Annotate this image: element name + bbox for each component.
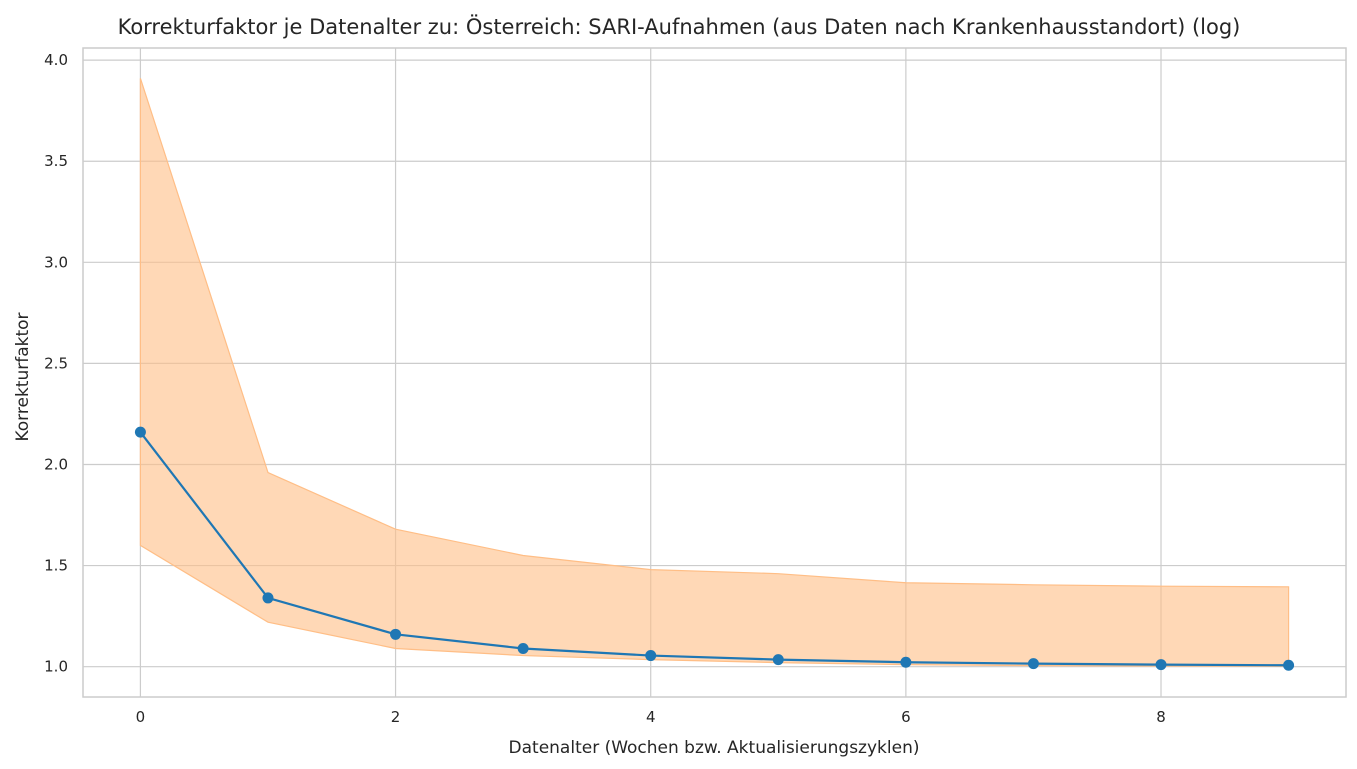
data-point [134, 426, 146, 438]
data-points [134, 426, 1295, 671]
chart-title: Korrekturfaktor je Datenalter zu: Österr… [118, 14, 1241, 39]
x-tick-labels: 0 2 4 6 8 [136, 708, 1166, 726]
y-tick-labels: 1.0 1.5 2.0 2.5 3.0 3.5 4.0 [44, 51, 68, 676]
data-point [390, 628, 402, 640]
x-axis-label: Datenalter (Wochen bzw. Aktualisierungsz… [509, 738, 920, 758]
x-tick-label: 8 [1156, 708, 1166, 726]
data-point [1283, 659, 1295, 671]
y-axis-label: Korrekturfaktor [13, 312, 33, 441]
x-tick-label: 2 [391, 708, 401, 726]
data-point [772, 654, 784, 666]
data-point [1155, 659, 1167, 671]
x-tick-label: 6 [901, 708, 911, 726]
confidence-band [139, 78, 1290, 667]
y-tick-label: 3.0 [44, 253, 68, 271]
data-point [1027, 658, 1039, 670]
y-tick-label: 1.5 [44, 557, 68, 575]
x-tick-label: 0 [136, 708, 146, 726]
x-tick-label: 4 [646, 708, 656, 726]
data-point [645, 650, 657, 662]
y-tick-label: 2.5 [44, 354, 68, 372]
y-tick-label: 1.0 [44, 658, 68, 676]
y-tick-label: 3.5 [44, 152, 68, 170]
data-point [262, 592, 274, 604]
data-point [517, 642, 529, 654]
y-tick-label: 2.0 [44, 455, 68, 473]
series-line [139, 431, 1289, 667]
data-point [900, 656, 912, 668]
y-tick-label: 4.0 [44, 51, 68, 69]
plot-frame [82, 47, 1347, 698]
